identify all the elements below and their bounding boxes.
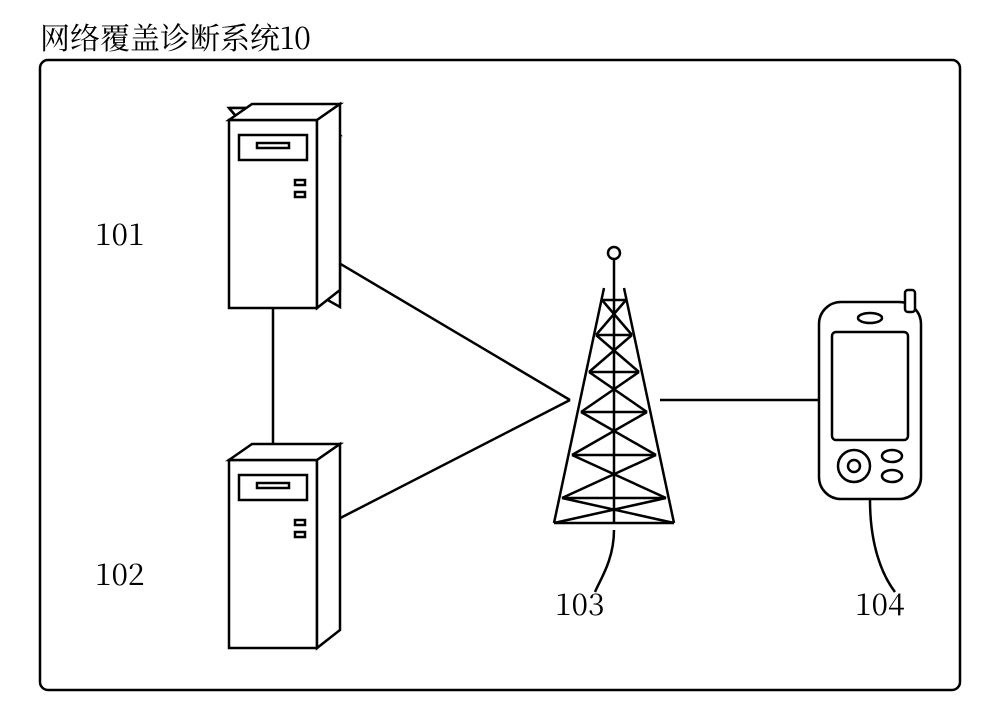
server1-icon <box>229 104 340 308</box>
label-102: 102 <box>95 550 145 594</box>
tower-icon <box>554 247 674 523</box>
diagram-canvas: 网络覆盖诊断系统10 <box>0 0 1000 714</box>
edge-server2-tower <box>317 400 570 530</box>
label-101: 101 <box>95 210 145 254</box>
server2-icon <box>229 444 340 648</box>
label-103: 103 <box>555 580 605 624</box>
label-104: 104 <box>855 580 905 624</box>
edges <box>273 250 818 530</box>
diagram-svg <box>0 0 1000 714</box>
phone-icon <box>819 290 921 499</box>
callout-phone <box>870 500 895 592</box>
edge-server1-tower <box>317 250 570 400</box>
callouts <box>595 500 895 592</box>
